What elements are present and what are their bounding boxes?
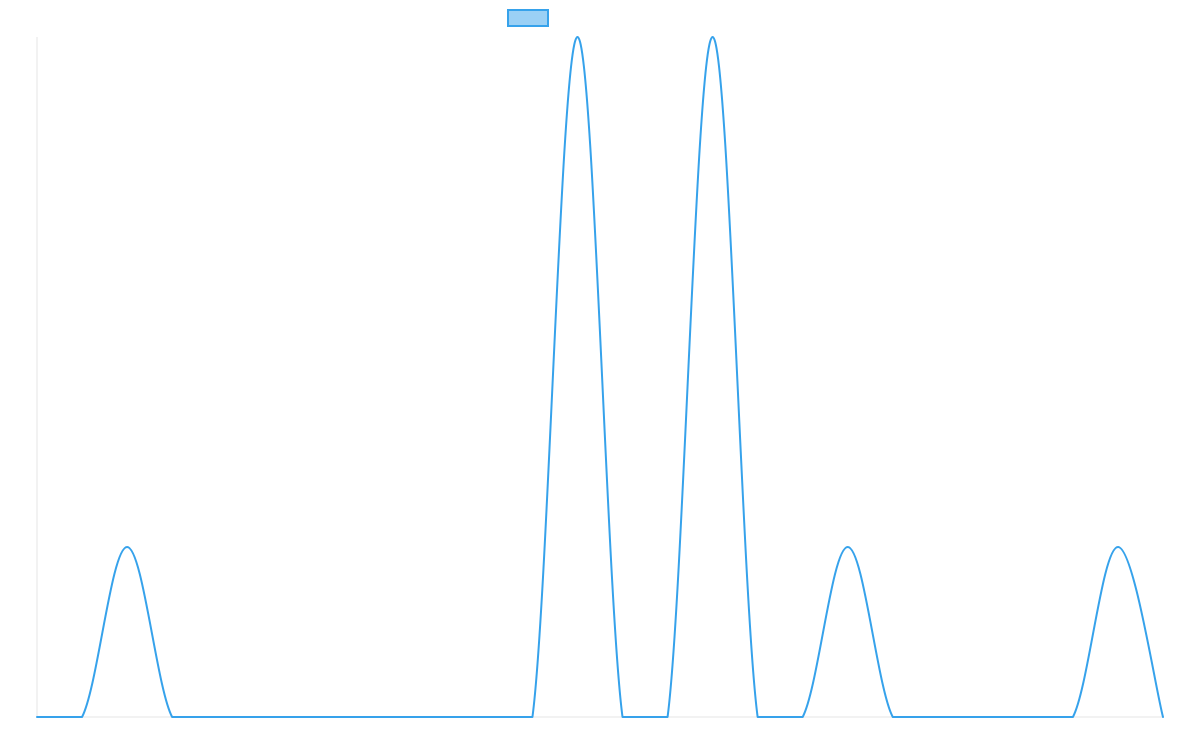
axes [36,37,1163,718]
plot-area [36,36,1164,719]
legend-swatch[interactable] [507,9,549,27]
series-line [36,36,1164,719]
legend[interactable] [507,9,549,27]
